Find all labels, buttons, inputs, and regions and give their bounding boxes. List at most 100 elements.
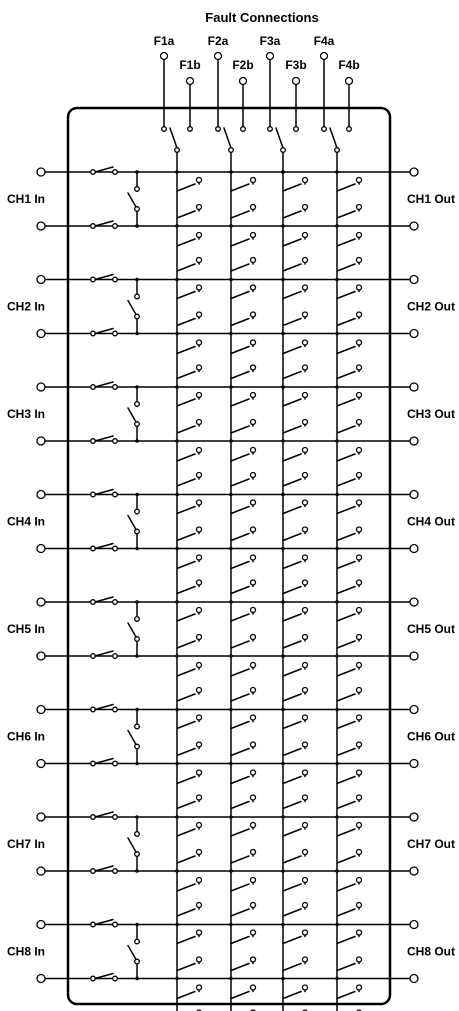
shunt-contact (134, 293, 140, 300)
crosspoint-switch-blade (282, 640, 302, 649)
signal-terminal-out (409, 704, 419, 715)
crosspoint-switch-blade (336, 855, 356, 864)
fault-4b-label: F4b (338, 58, 359, 72)
junction-dot (135, 976, 139, 981)
junction-dot (135, 707, 139, 712)
crosspoint-switch-blade (230, 720, 250, 730)
junction-dot (229, 600, 233, 604)
relay-contact (112, 760, 118, 767)
relay-contact (112, 706, 118, 713)
selector-pivot (334, 147, 340, 153)
junction-dot (229, 654, 233, 658)
relay-switch-blade (94, 811, 114, 818)
junction-dot (175, 385, 179, 389)
fault-terminal-b (238, 76, 248, 86)
junction-dot (281, 492, 285, 497)
junction-dot (229, 170, 233, 174)
signal-terminal-in (36, 651, 46, 661)
signal-terminal-in (36, 489, 46, 500)
shunt-switch-blade (127, 944, 137, 961)
relay-switch-blade (94, 435, 114, 442)
crosspoint-switch-blade (230, 828, 250, 837)
relay-switch-blade (94, 757, 114, 765)
crosspoint-switch-blade (336, 532, 356, 542)
crosspoint-switch-blade (336, 990, 356, 1000)
fault-terminal-a (265, 51, 275, 61)
shunt-switch-blade (127, 729, 137, 746)
relay-contact (112, 599, 118, 605)
junction-dot (335, 654, 339, 658)
junction-dot (175, 707, 179, 712)
relay-switch-blade (94, 381, 114, 388)
crosspoint-switch-blade (230, 640, 250, 649)
junction-dot (135, 654, 139, 658)
shunt-switch-blade (127, 299, 137, 316)
crosspoint-switch-blade (230, 398, 250, 407)
junction-dot (229, 869, 233, 873)
relay-switch-blade (94, 650, 114, 657)
selector-pivot (174, 147, 180, 153)
junction-dot (281, 170, 285, 174)
crosspoint-switch-blade (176, 398, 196, 407)
relay-switch-blade (94, 166, 114, 173)
fault-terminal-a (159, 51, 169, 61)
signal-terminal-in (36, 919, 46, 930)
signal-terminal-in (36, 704, 46, 715)
signal-terminal-out (409, 758, 419, 769)
signal-terminal-out (409, 597, 419, 607)
relay-switch-blade (94, 972, 114, 980)
crosspoint-switch-blade (230, 908, 250, 917)
junction-dot (335, 922, 339, 927)
crosspoint-switch-blade (282, 693, 302, 702)
junction-dot (135, 546, 139, 551)
junction-dot (175, 331, 179, 336)
fault-terminal-a (213, 51, 223, 61)
crosspoint-switch-blade (176, 883, 196, 892)
relay-switch-blade (94, 488, 114, 496)
crosspoint-switch-blade (176, 800, 196, 810)
channel-7-out-label: CH7 Out (407, 837, 455, 851)
crosspoint-switch-blade (282, 425, 302, 434)
crosspoint-switch-blade (230, 693, 250, 702)
shunt-switch-blade (127, 407, 137, 423)
crosspoint-switch-blade (336, 775, 356, 785)
junction-dot (281, 600, 285, 604)
crosspoint-switch-blade (336, 238, 356, 247)
crosspoint-switch-blade (282, 720, 302, 730)
selector-contact-a (215, 126, 221, 132)
junction-dot (229, 707, 233, 712)
junction-dot (229, 439, 233, 443)
selector-contact-a (161, 126, 167, 132)
fault-2a-label: F2a (208, 34, 229, 48)
channel-5-out-label: CH5 Out (407, 622, 455, 636)
junction-dot (175, 170, 179, 174)
channel-2-in-label: CH2 In (7, 300, 45, 314)
crosspoint-switch-blade (176, 238, 196, 247)
junction-dot (135, 869, 139, 873)
junction-dot (175, 976, 179, 981)
signal-terminal-out (409, 543, 419, 554)
crosspoint-switch-blade (336, 613, 356, 622)
signal-terminal-out (409, 221, 419, 231)
crosspoint-switch-blade (230, 935, 250, 945)
crosspoint-switch-blade (336, 962, 356, 972)
junction-dot (281, 224, 285, 228)
crosspoint-switch-blade (230, 585, 250, 595)
fault-2b-label: F2b (232, 58, 253, 72)
channel-1-out-label: CH1 Out (407, 192, 455, 206)
crosspoint-switch-blade (230, 990, 250, 1000)
junction-dot (335, 492, 339, 497)
channel-3-out-label: CH3 Out (407, 407, 455, 421)
crosspoint-switch-blade (230, 478, 250, 487)
diagram-title: Fault Connections (205, 10, 318, 25)
crosspoint-switch-blade (176, 668, 196, 677)
crosspoint-switch-blade (336, 800, 356, 810)
selector-contact-a (267, 126, 273, 132)
selector-pivot (280, 147, 286, 153)
crosspoint-switch-blade (282, 990, 302, 1000)
crosspoint-switch-blade (230, 532, 250, 542)
signal-terminal-in (36, 436, 46, 446)
shunt-contact (134, 831, 140, 837)
